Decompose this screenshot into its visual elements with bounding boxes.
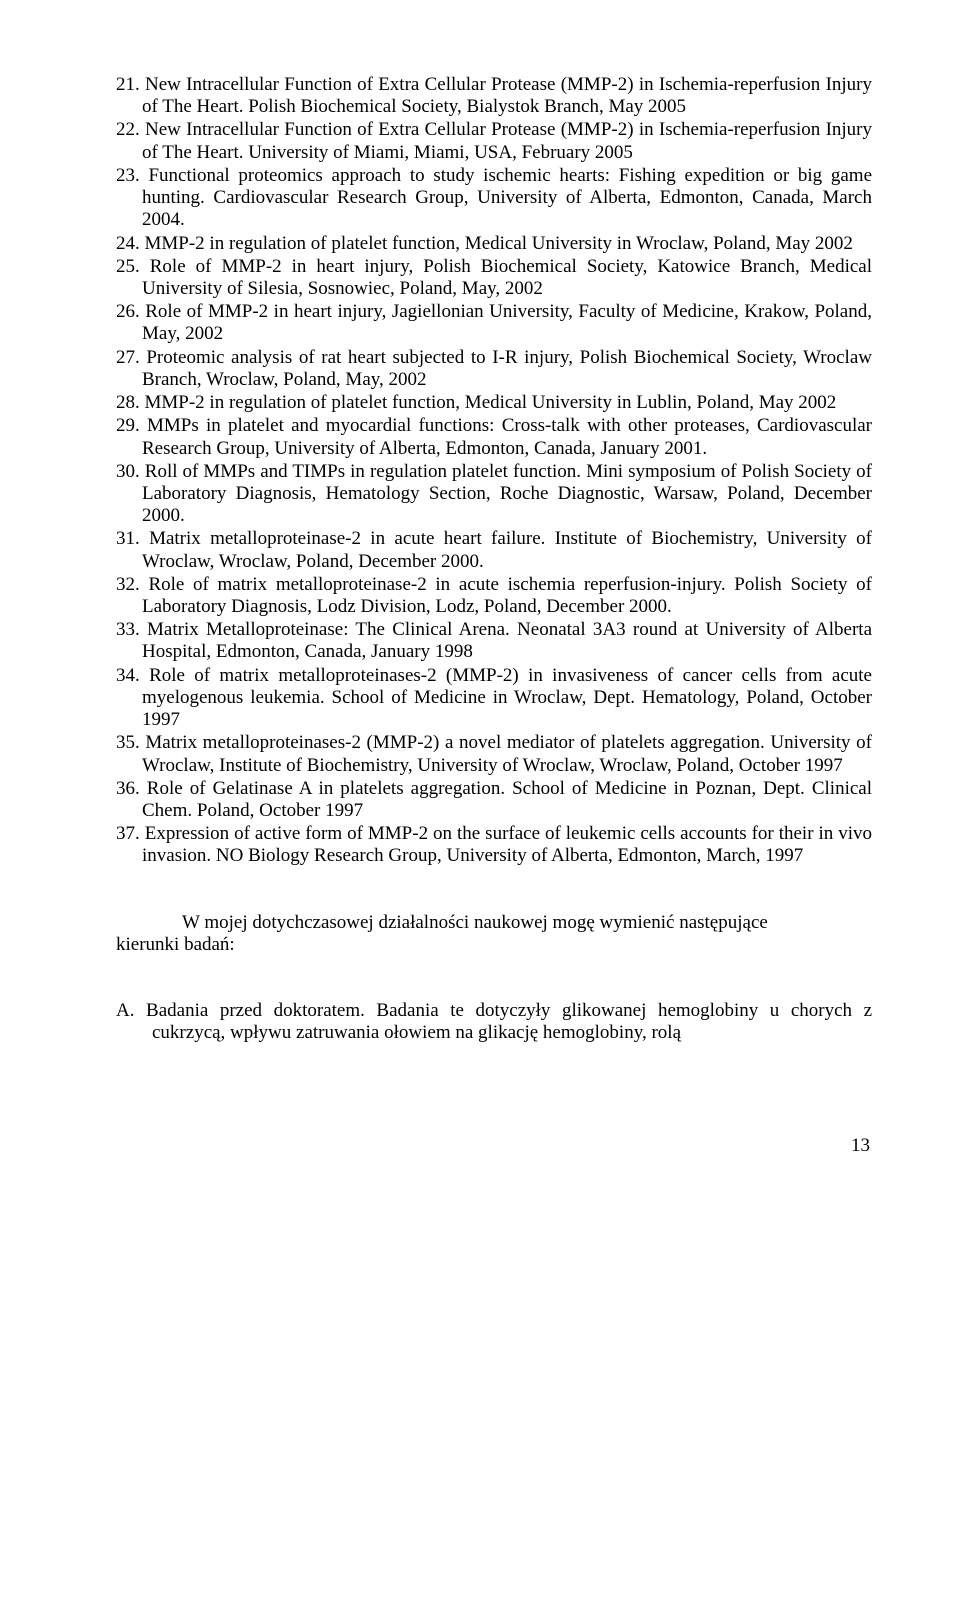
- sub-item-body: Badania przed doktoratem. Badania te dot…: [146, 1000, 872, 1043]
- list-item: 34. Role of matrix metalloproteinases-2 …: [116, 665, 872, 732]
- list-item: 21. New Intracellular Function of Extra …: [116, 74, 872, 118]
- sub-item-marker: A.: [116, 1000, 134, 1021]
- list-item: 32. Role of matrix metalloproteinase-2 i…: [116, 574, 872, 618]
- list-item: 31. Matrix metalloproteinase-2 in acute …: [116, 528, 872, 572]
- list-item: 36. Role of Gelatinase A in platelets ag…: [116, 778, 872, 822]
- list-item: 23. Functional proteomics approach to st…: [116, 165, 872, 232]
- paragraph-summary: W mojej dotychczasowej działalności nauk…: [116, 912, 872, 956]
- page-number: 13: [116, 1135, 872, 1157]
- list-item: 24. MMP-2 in regulation of platelet func…: [116, 233, 872, 255]
- list-item: 28. MMP-2 in regulation of platelet func…: [116, 392, 872, 414]
- sub-item-a: A. Badania przed doktoratem. Badania te …: [116, 1000, 872, 1044]
- list-item: 33. Matrix Metalloproteinase: The Clinic…: [116, 619, 872, 663]
- list-item: 30. Roll of MMPs and TIMPs in regulation…: [116, 461, 872, 528]
- list-item: 35. Matrix metalloproteinases-2 (MMP-2) …: [116, 732, 872, 776]
- numbered-list: 21. New Intracellular Function of Extra …: [116, 74, 872, 868]
- list-item: 29. MMPs in platelet and myocardial func…: [116, 415, 872, 459]
- sub-list: A. Badania przed doktoratem. Badania te …: [116, 1000, 872, 1044]
- list-item: 25. Role of MMP-2 in heart injury, Polis…: [116, 256, 872, 300]
- summary-line-2: kierunki badań:: [116, 934, 872, 956]
- summary-line-1: W mojej dotychczasowej działalności nauk…: [116, 912, 872, 934]
- list-item: 37. Expression of active form of MMP-2 o…: [116, 823, 872, 867]
- document-page: 21. New Intracellular Function of Extra …: [0, 0, 960, 1217]
- list-item: 22. New Intracellular Function of Extra …: [116, 119, 872, 163]
- list-item: 27. Proteomic analysis of rat heart subj…: [116, 347, 872, 391]
- list-item: 26. Role of MMP-2 in heart injury, Jagie…: [116, 301, 872, 345]
